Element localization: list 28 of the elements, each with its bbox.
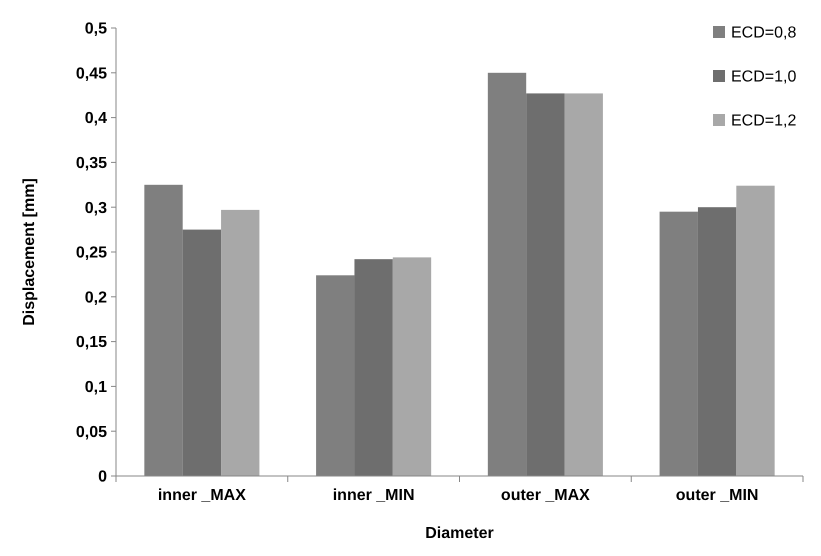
y-tick-label: 0,15 [76,334,108,352]
y-tick-label: 0,25 [76,244,108,262]
y-tick-label: 0,3 [84,200,108,217]
x-tick-label: outer _MIN [676,487,758,504]
y-tick-label: 0,5 [84,20,108,38]
legend-label: ECD=1,0 [731,68,796,86]
bar [736,186,775,476]
y-tick-label: 0,45 [76,65,108,82]
bar [221,210,260,476]
y-tick-label: 0 [98,468,108,486]
x-tick-label: inner _MAX [158,487,246,504]
bar [392,257,432,476]
bar [698,207,736,476]
bar [526,93,565,476]
y-tick-label: 0,1 [84,379,108,396]
x-tick-label: outer _MAX [500,487,590,504]
y-tick-label: 0,35 [76,155,108,172]
bar [564,93,603,476]
bar [182,230,222,476]
y-tick-label: 0,2 [84,289,108,306]
legend-label: ECD=0,8 [731,24,796,42]
x-tick-label: inner _MIN [332,487,415,504]
y-axis-title: Displacement [mm] [21,178,38,326]
bar [354,259,393,476]
y-tick-label: 0,05 [76,424,108,441]
x-axis-title: Diameter [425,525,494,542]
y-tick-label: 0,4 [84,110,108,128]
legend-label: ECD=1,2 [731,112,796,130]
